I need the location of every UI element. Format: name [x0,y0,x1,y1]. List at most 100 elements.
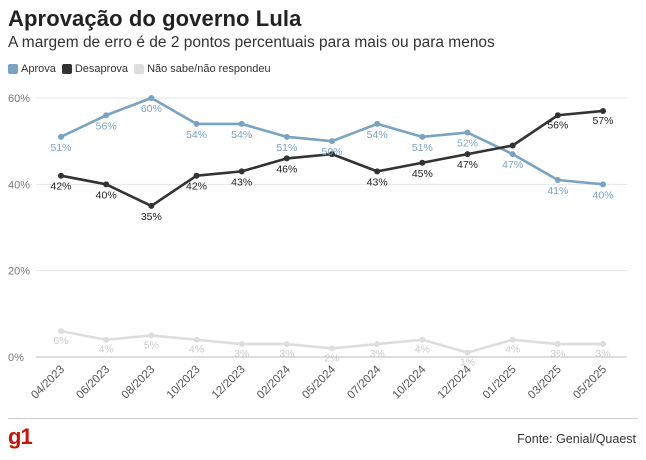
data-point [374,168,381,175]
data-label: 43% [367,176,388,188]
g1-logo: g1 [8,424,33,449]
x-tick-label: 10/2023 [165,364,203,402]
x-tick-label: 03/2025 [526,364,564,402]
footer-divider [8,418,638,419]
x-tick-label: 12/2023 [210,364,248,402]
data-label: 40% [96,189,117,201]
data-label: 4% [189,344,204,356]
x-tick-label: 02/2024 [255,363,293,401]
data-point [329,138,335,145]
data-point [148,95,155,101]
legend: Aprova Desaprova Não sabe/não respondeu [8,63,277,75]
data-label: 47% [502,159,523,171]
data-point [283,341,290,348]
data-label: 51% [276,142,297,154]
legend-swatch-nao-sabe [134,64,145,74]
data-point [193,120,200,127]
data-label: 6% [53,335,68,347]
data-point [509,336,516,343]
source-note: Fonte: Genial/Quaest [517,432,636,446]
data-label: 4% [99,344,114,356]
data-label: 54% [367,129,388,141]
data-label: 52% [457,138,478,150]
legend-swatch-aprova [8,64,18,74]
data-label: 2% [324,352,339,364]
data-point [283,133,290,140]
data-point [148,202,155,209]
data-point [419,159,426,166]
y-tick-label: 40% [8,179,30,191]
data-point [58,172,64,179]
data-label: 5% [144,339,159,351]
data-label: 43% [231,176,252,188]
legend-label-aprova: Aprova [21,63,56,75]
x-tick-label: 06/2023 [74,364,112,402]
data-point [419,133,426,140]
chart-title: Aprovação do governo Lula [8,6,302,31]
data-label: 50% [321,146,342,158]
x-tick-label: 07/2024 [345,363,383,401]
x-tick-label: 05/2025 [571,364,609,402]
x-tick-label: 05/2024 [300,363,338,401]
data-label: 42% [186,181,207,193]
x-tick-label: 12/2024 [436,363,474,401]
data-label: 3% [279,348,294,360]
data-point [509,151,516,158]
data-label: 41% [547,185,568,197]
data-label: 40% [592,189,613,201]
data-point [329,151,335,158]
data-point [103,336,110,343]
legend-item-desaprova: Desaprova [61,63,129,75]
legend-label-nao-sabe: Não sabe/não respondeu [147,63,271,75]
data-label: 54% [231,129,252,141]
data-label: 3% [234,348,249,360]
data-point [193,172,200,179]
data-point [554,341,561,348]
data-label: 42% [50,181,71,193]
data-point [374,341,381,348]
x-tick-label: 10/2024 [391,363,429,401]
data-point [464,349,471,356]
y-tick-label: 20% [8,266,30,278]
data-point [374,120,381,127]
legend-swatch-desaprova [61,64,72,74]
data-label: 3% [370,348,385,360]
data-point [103,181,110,188]
legend-item-aprova: Aprova [8,63,56,75]
data-label: 51% [50,142,71,154]
data-label: 56% [96,120,117,132]
data-label: 35% [141,211,162,223]
data-point [554,177,561,184]
data-point [419,336,426,343]
data-label: 3% [595,348,610,360]
data-point [600,181,606,188]
data-label: 60% [141,103,162,115]
data-point [554,112,561,119]
data-point [464,129,471,136]
data-point [464,151,471,158]
data-point [509,142,516,149]
data-point [238,341,245,348]
data-label: 4% [415,344,430,356]
data-label: 56% [547,119,568,131]
line-chart: 0%20%40%60%04/2023 06/2023 08/2023 10/2023 1… [8,93,627,402]
data-label: 45% [412,168,433,180]
data-point [103,112,110,119]
data-point [238,168,245,175]
data-point [600,107,606,114]
data-label: 54% [186,129,207,141]
x-tick-label: 01/2025 [481,364,519,402]
data-point [148,332,155,339]
data-point [283,155,290,162]
data-point [329,345,335,352]
data-point [600,341,606,348]
data-label: 4% [505,344,520,356]
data-point [58,133,64,140]
x-tick-label: 04/2023 [29,364,67,402]
legend-label-desaprova: Desaprova [74,63,129,75]
x-tick-label: 08/2023 [120,364,158,402]
data-label: 57% [592,115,613,127]
data-label: 47% [457,159,478,171]
data-point [193,336,200,343]
legend-item-nao-sabe: Não sabe/não respondeu [134,63,271,75]
